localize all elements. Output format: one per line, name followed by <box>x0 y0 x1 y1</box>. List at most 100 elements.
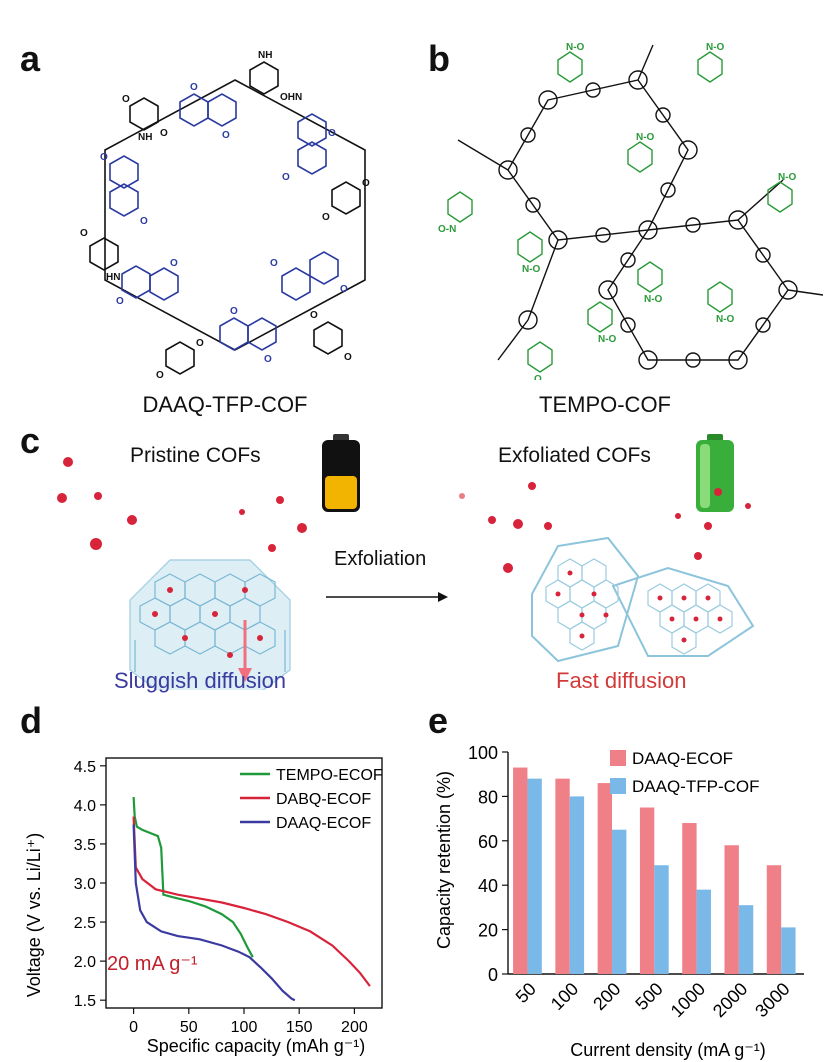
pristine-cof-stack <box>57 457 307 690</box>
legend-label-e: DAAQ-TFP-COF <box>632 777 760 796</box>
svg-text:O: O <box>230 306 238 317</box>
panel-letter-b: b <box>428 38 450 79</box>
caption-tempo-cof: TEMPO-COF <box>539 392 671 417</box>
svg-text:N-O: N-O <box>636 132 655 143</box>
svg-text:O: O <box>310 310 318 321</box>
bar-daaq-tfp-cof-100 <box>569 796 585 974</box>
svg-text:O: O <box>170 258 178 269</box>
series-line-dabq-ecof <box>132 816 371 987</box>
battery-half-icon <box>322 434 360 512</box>
svg-text:O: O <box>270 258 278 269</box>
x-axis-label-d: Specific capacity (mAh g⁻¹) <box>147 1036 366 1056</box>
x-tick-label-e: 50 <box>512 979 540 1007</box>
caption-daaq-tfp-cof: DAAQ-TFP-COF <box>142 392 308 417</box>
label-pristine-cofs: Pristine COFs <box>130 444 261 467</box>
y-tick-label-d: 2.5 <box>74 915 96 932</box>
bar-daaq-ecof-100 <box>555 778 570 974</box>
current-density-annotation: 20 mA g⁻¹ <box>107 953 198 975</box>
x-tick-label-d: 150 <box>286 1019 313 1036</box>
y-tick-label-e: 80 <box>478 787 498 807</box>
y-tick-label-e: 20 <box>478 921 498 941</box>
svg-text:O: O <box>264 354 272 365</box>
svg-text:O: O <box>160 128 168 139</box>
panel-letter-a: a <box>20 38 41 79</box>
x-tick-label-e: 3000 <box>751 979 793 1021</box>
svg-text:O: O <box>196 338 204 349</box>
x-tick-label-d: 100 <box>231 1019 258 1036</box>
bar-daaq-tfp-cof-200 <box>612 829 627 974</box>
y-axis-label-e: Capacity retention (%) <box>434 771 454 949</box>
y-tick-label-d: 3.0 <box>74 876 96 893</box>
x-tick-label-e: 1000 <box>667 979 709 1021</box>
bar-daaq-tfp-cof-3000 <box>781 927 796 974</box>
svg-text:O: O <box>190 82 198 93</box>
svg-text:O-N: O-N <box>438 224 456 235</box>
legend-label-d: DABQ-ECOF <box>276 791 371 808</box>
label-exfoliation: Exfoliation <box>334 548 427 570</box>
bar-daaq-ecof-200 <box>597 783 613 974</box>
svg-text:N-O: N-O <box>598 334 617 345</box>
svg-text:N-O: N-O <box>778 172 797 183</box>
y-tick-label-e: 100 <box>468 743 498 763</box>
x-tick-label-e: 2000 <box>709 979 751 1021</box>
bar-daaq-tfp-cof-500 <box>654 865 669 974</box>
bar-daaq-tfp-cof-50 <box>527 778 542 974</box>
svg-text:O: O <box>140 216 148 227</box>
label-exfoliated-cofs: Exfoliated COFs <box>498 444 651 467</box>
svg-text:O: O <box>344 352 352 363</box>
svg-text:O: O <box>80 228 88 239</box>
series-line-daaq-ecof <box>132 824 296 1002</box>
panel-letter-c: c <box>20 420 41 461</box>
x-tick-label-d: 50 <box>180 1019 198 1036</box>
y-tick-label-e: 60 <box>478 832 498 852</box>
svg-text:OHN: OHN <box>280 92 302 103</box>
lithium-ion-dots-right <box>459 482 751 573</box>
x-axis-label-e: Current density (mA g⁻¹) <box>570 1040 766 1060</box>
svg-text:O: O <box>328 128 336 139</box>
y-tick-label-e: 0 <box>488 965 498 985</box>
y-tick-label-e: 40 <box>478 876 498 896</box>
bar-daaq-tfp-cof-2000 <box>738 905 754 974</box>
x-tick-label-d: 0 <box>129 1019 138 1036</box>
exfoliation-arrow <box>326 592 448 602</box>
legend-label-d: DAAQ-ECOF <box>276 815 371 832</box>
y-tick-label-d: 4.5 <box>74 759 96 776</box>
legend-label-d: TEMPO-ECOF <box>276 767 383 784</box>
svg-text:O: O <box>156 370 164 380</box>
svg-text:N-O: N-O <box>716 314 735 325</box>
svg-text:O: O <box>222 130 230 141</box>
bar-daaq-ecof-500 <box>639 807 655 974</box>
caption-fast-diffusion: Fast diffusion <box>556 668 687 693</box>
svg-text:O: O <box>122 94 130 105</box>
bar-daaq-ecof-2000 <box>724 845 739 974</box>
x-tick-label-e: 100 <box>547 979 582 1014</box>
tempo-cof-structure: N-O N-O O-N N-O N-O N-O N-O N-O O N-O <box>438 42 824 380</box>
svg-text:O: O <box>100 152 108 163</box>
legend-swatch-e <box>610 778 626 794</box>
y-tick-label-d: 3.5 <box>74 837 96 854</box>
svg-text:NH: NH <box>258 50 272 61</box>
series-line-tempo-ecof <box>132 797 254 958</box>
svg-text:O: O <box>282 172 290 183</box>
svg-text:NH: NH <box>138 132 152 143</box>
x-tick-label-e: 500 <box>631 979 666 1014</box>
svg-text:N-O: N-O <box>566 42 585 53</box>
x-tick-label-d: 200 <box>341 1019 368 1036</box>
svg-text:N-O: N-O <box>706 42 725 53</box>
svg-text:O: O <box>322 212 330 223</box>
bar-daaq-ecof-1000 <box>682 823 697 974</box>
svg-text:N-O: N-O <box>644 294 663 305</box>
svg-text:N-O: N-O <box>522 264 541 275</box>
legend-swatch-e <box>610 750 626 766</box>
legend-label-e: DAAQ-ECOF <box>632 749 733 768</box>
svg-text:HN: HN <box>106 272 120 283</box>
svg-text:O: O <box>340 284 348 295</box>
bar-daaq-tfp-cof-1000 <box>696 889 711 974</box>
svg-text:O: O <box>116 296 124 307</box>
battery-full-icon <box>696 434 734 512</box>
panel-letter-e: e <box>428 700 449 741</box>
bar-daaq-ecof-50 <box>513 767 528 974</box>
y-axis-label-d: Voltage (V vs. Li/Li⁺) <box>24 833 44 998</box>
